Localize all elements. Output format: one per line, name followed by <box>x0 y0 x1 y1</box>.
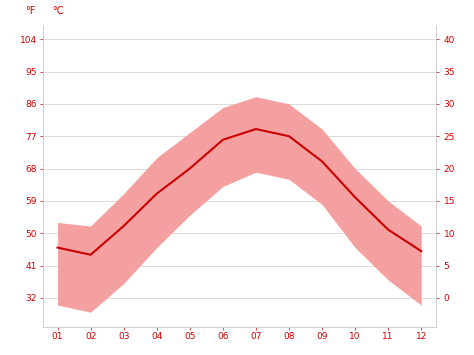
Text: °F: °F <box>25 6 36 16</box>
Text: °C: °C <box>53 6 64 16</box>
